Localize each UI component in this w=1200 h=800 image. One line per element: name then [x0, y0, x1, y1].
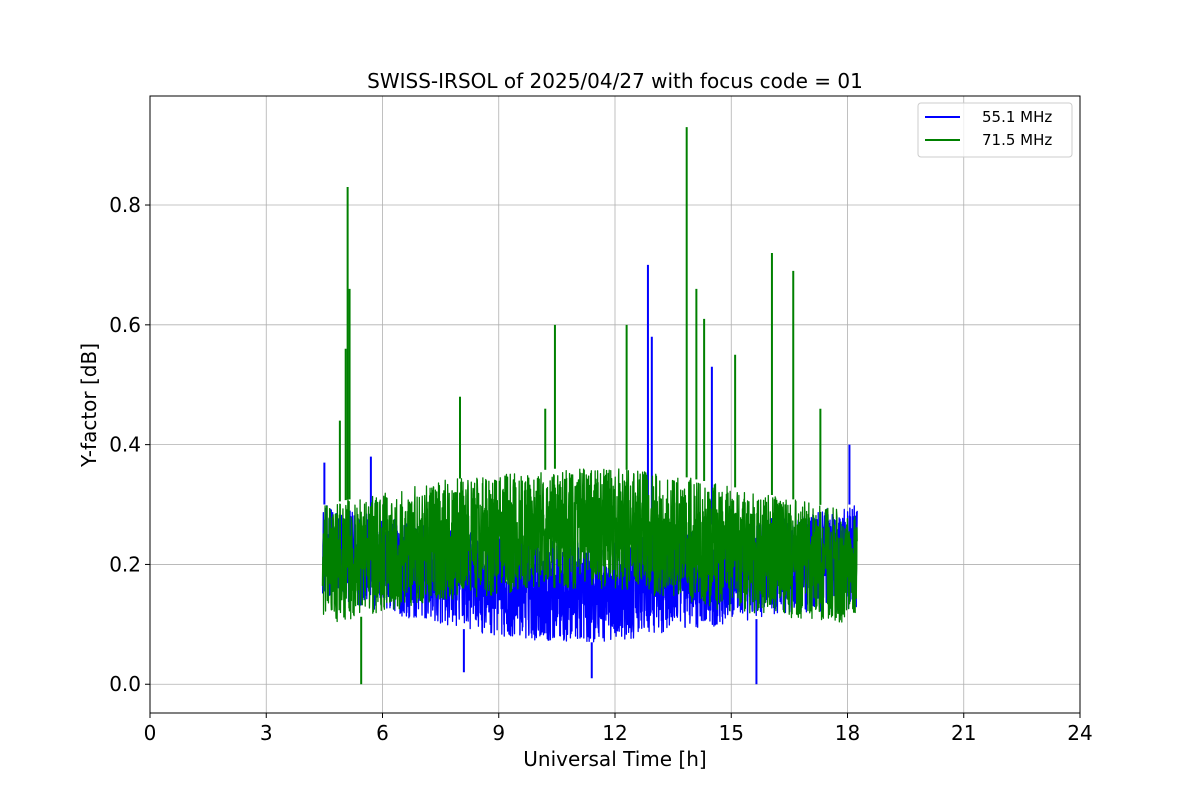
x-tick-label: 24: [1067, 721, 1092, 745]
y-tick-label: 0.4: [109, 433, 141, 457]
x-tick-label: 3: [260, 721, 273, 745]
axis-ticks: 0 3 6 9 12 15 18 21 24 0.0 0.2 0.4 0.6 0.8: [109, 193, 1093, 745]
y-tick-label: 0.2: [109, 552, 141, 576]
y-tick-label: 0.0: [109, 672, 141, 696]
x-tick-label: 9: [492, 721, 505, 745]
legend: 55.1 MHz 71.5 MHz: [917, 102, 1073, 158]
x-tick-label: 12: [602, 721, 627, 745]
series-1: [321, 127, 858, 685]
x-tick-label: 21: [951, 721, 976, 745]
x-tick-label: 6: [376, 721, 389, 745]
plot-series: [321, 127, 858, 685]
y-tick-label: 0.8: [109, 193, 141, 217]
legend-label-55mhz: 55.1 MHz: [982, 108, 1052, 126]
series-trace: [321, 468, 858, 623]
chart-title: SWISS-IRSOL of 2025/04/27 with focus cod…: [367, 69, 863, 93]
x-tick-label: 15: [719, 721, 744, 745]
y-axis-title: Y-factor [dB]: [77, 343, 101, 468]
legend-label-71mhz: 71.5 MHz: [982, 131, 1052, 149]
x-axis-title: Universal Time [h]: [523, 747, 706, 771]
x-tick-label: 0: [144, 721, 157, 745]
y-tick-label: 0.6: [109, 313, 141, 337]
x-tick-label: 18: [835, 721, 860, 745]
